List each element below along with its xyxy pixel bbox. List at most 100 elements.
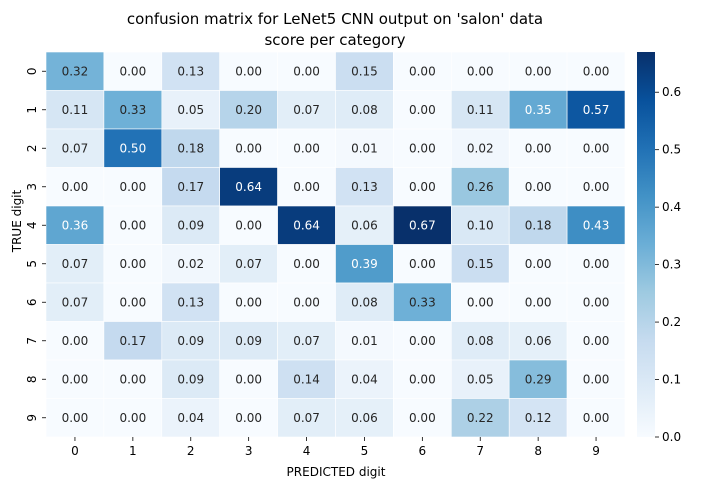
heatmap-cell [45,398,105,438]
cell-value-label: 0.11 [467,103,494,117]
cell-value-label: 0.33 [409,295,436,309]
heatmap-cell [161,128,221,168]
cell-value-label: 0.01 [351,141,378,155]
cell-value-label: 0.10 [467,218,494,232]
x-tick-label: 7 [476,444,484,458]
heatmap-cell [103,205,163,245]
cell-value-label: 0.00 [583,180,610,194]
cell-value-label: 0.12 [525,411,552,425]
cell-value-label: 0.08 [467,334,494,348]
cell-value-label: 0.13 [351,180,378,194]
heatmap-cell [566,167,626,207]
cell-value-label: 0.00 [583,372,610,386]
x-tick-label: 0 [71,444,79,458]
heatmap-cell [566,205,626,245]
heatmap-cell [161,244,221,284]
cell-value-label: 0.00 [235,372,262,386]
cell-value-label: 0.00 [235,141,262,155]
cell-value-label: 0.00 [235,218,262,232]
heatmap-cell [566,398,626,438]
cell-value-label: 0.14 [293,372,320,386]
cell-value-label: 0.18 [525,218,552,232]
cell-value-label: 0.00 [525,141,552,155]
cell-value-label: 0.06 [351,218,378,232]
cell-value-label: 0.00 [409,334,436,348]
heatmap-cell [335,90,394,130]
heatmap-cell [450,51,510,91]
heatmap-cell [508,398,568,438]
heatmap-cell [161,51,221,91]
cell-value-label: 0.01 [351,334,378,348]
heatmap-cell [566,51,626,91]
cell-value-label: 0.00 [525,295,552,309]
cell-value-label: 0.07 [62,141,89,155]
cell-value-label: 0.09 [177,218,204,232]
cell-value-label: 0.26 [467,180,494,194]
y-tick-label: 6 [25,298,39,306]
heatmap-cell [393,282,452,322]
cell-value-label: 0.17 [119,334,146,348]
x-axis-label: PREDICTED digit [287,465,386,479]
heatmap-cell [277,244,336,284]
x-tick-label: 2 [187,444,195,458]
y-tick-labels: 0 1 2 3 4 5 6 7 8 9 [25,67,46,422]
heatmap-cell [393,398,452,438]
colorbar-gradient [637,52,655,437]
x-tick-labels: 0 1 2 3 4 5 6 7 8 9 [71,437,600,458]
heatmap-cell [277,321,336,361]
cell-value-label: 0.00 [583,64,610,78]
cell-value-label: 0.00 [62,411,89,425]
heatmap-cell [508,359,568,399]
heatmap-cell [277,167,336,207]
x-tick-label: 6 [419,444,427,458]
cell-value-label: 0.00 [525,180,552,194]
heatmap-cell [219,321,278,361]
heatmap-cell [219,90,278,130]
heatmap-cell [508,205,568,245]
colorbar-tick-label: 0.0 [662,430,681,444]
chart-subtitle: score per category [264,31,405,49]
cell-value-label: 0.13 [177,295,204,309]
heatmap-cell [335,205,394,245]
cell-value-label: 0.00 [293,180,320,194]
cell-value-label: 0.07 [293,411,320,425]
heatmap-cell [277,51,336,91]
cell-value-label: 0.00 [409,411,436,425]
x-tick-label: 3 [245,444,253,458]
cell-value-label: 0.00 [62,334,89,348]
heatmap-cell [450,282,510,322]
cell-value-label: 0.00 [119,411,146,425]
heatmap-cell [450,321,510,361]
y-axis-label: TRUE digit [10,189,24,253]
x-tick-label: 5 [361,444,369,458]
cell-value-label: 0.06 [525,334,552,348]
heatmap-cell [219,282,278,322]
heatmap-cell [335,321,394,361]
cell-value-label: 0.39 [351,257,378,271]
cell-value-label: 0.00 [467,64,494,78]
heatmap-cell [219,244,278,284]
cell-value-label: 0.00 [293,295,320,309]
y-tick-label: 3 [25,183,39,191]
x-tick-label: 9 [592,444,600,458]
cell-value-label: 0.15 [467,257,494,271]
y-tick-label: 0 [25,67,39,75]
cell-value-label: 0.05 [177,103,204,117]
cell-value-label: 0.07 [235,257,262,271]
cell-value-label: 0.09 [177,334,204,348]
heatmap-cell [161,205,221,245]
x-tick-label: 1 [129,444,137,458]
colorbar-tick-label: 0.1 [662,373,681,387]
cell-value-label: 0.08 [351,103,378,117]
cell-value-label: 0.00 [119,372,146,386]
heatmap-cell [508,128,568,168]
cell-value-label: 0.02 [177,257,204,271]
cell-value-label: 0.07 [293,103,320,117]
heatmap-cell [277,205,336,245]
colorbar-tick-label: 0.3 [662,258,681,272]
colorbar-tick-label: 0.6 [662,85,681,99]
heatmap-cell [103,321,163,361]
heatmap-cell [277,128,336,168]
heatmap-cell [393,205,452,245]
y-tick-label: 4 [25,221,39,229]
